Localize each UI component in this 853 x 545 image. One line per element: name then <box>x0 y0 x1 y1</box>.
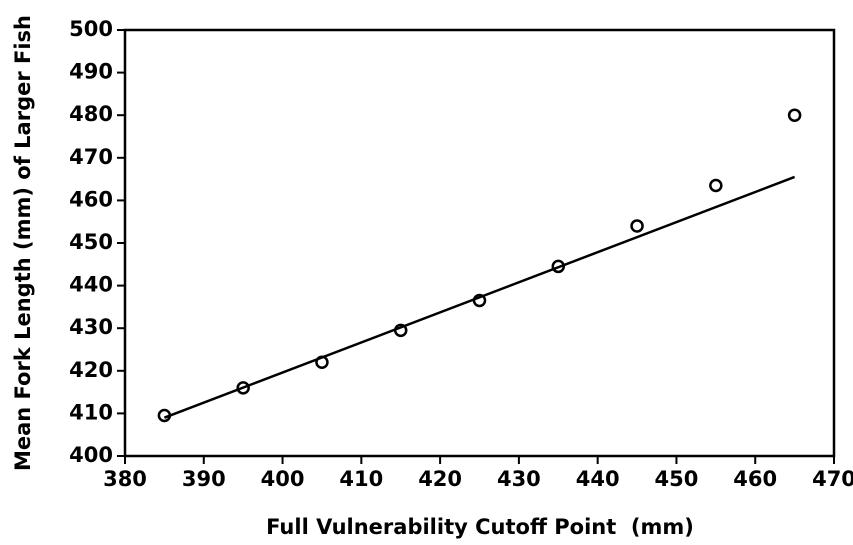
y-tick-label: 440 <box>69 273 113 297</box>
point <box>157 408 172 423</box>
x-tick-label: 400 <box>261 467 305 491</box>
y-tick-label: 500 <box>69 17 113 41</box>
x-tick-label: 460 <box>733 467 777 491</box>
x-tick-label: 470 <box>812 467 853 491</box>
x-tick-label: 390 <box>182 467 226 491</box>
point <box>787 108 802 122</box>
y-tick-label: 490 <box>69 60 113 84</box>
y-tick-label: 430 <box>69 315 113 339</box>
x-tick-label: 450 <box>655 467 699 491</box>
point <box>236 381 250 395</box>
y-axis-label: Mean Fork Length (mm) of Larger Fish <box>11 15 35 471</box>
x-axis-label: Full Vulnerability Cutoff Point (mm) <box>266 515 694 539</box>
x-tick-label: 410 <box>339 467 383 491</box>
point <box>472 293 487 308</box>
point <box>393 323 408 338</box>
y-tick-label: 480 <box>69 102 113 126</box>
y-tick-label: 460 <box>69 187 113 211</box>
x-tick-label: 380 <box>103 467 147 491</box>
y-tick-label: 450 <box>69 230 113 254</box>
point <box>630 219 644 233</box>
x-tick-label: 430 <box>497 467 541 491</box>
point <box>315 355 329 370</box>
y-tick-label: 470 <box>69 145 113 169</box>
fit-line <box>163 175 796 419</box>
y-tick-label: 400 <box>69 443 113 467</box>
point <box>709 178 723 193</box>
y-tick-label: 410 <box>69 400 113 424</box>
x-tick-label: 440 <box>576 467 620 491</box>
point <box>551 259 566 274</box>
y-tick-label: 420 <box>69 358 113 382</box>
x-tick-label: 420 <box>418 467 462 491</box>
